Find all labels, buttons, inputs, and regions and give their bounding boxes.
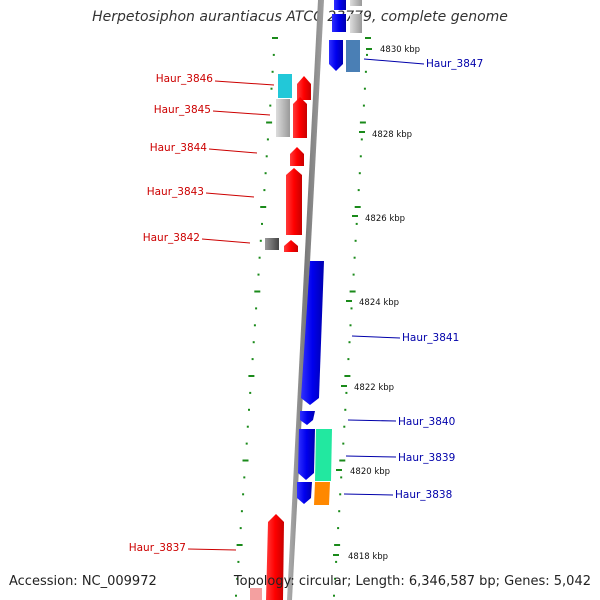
kbp-label-4824: 4824 kbp: [359, 298, 399, 308]
label-haur-3843: Haur_3843: [147, 186, 204, 198]
cds-forward-top-2: [332, 14, 346, 32]
leader-haur-3844: [208, 148, 258, 154]
cds-haur-3840: [300, 411, 315, 425]
label-haur-3844: Haur_3844: [150, 142, 208, 154]
tick-ring-inner: [333, 37, 371, 597]
leader-haur-3845: [212, 110, 271, 116]
cds-grey-top: [350, 0, 362, 6]
cds-haur-3842: [284, 240, 298, 252]
feature-haur-3838: [314, 482, 330, 505]
kbp-label-4822: 4822 kbp: [354, 383, 394, 393]
feature-haur-3846: [278, 74, 292, 98]
leader-haur-3839: [345, 455, 397, 458]
feature-bottom-pink: [250, 588, 262, 600]
feature-haur-3842: [265, 238, 279, 250]
label-haur-3837: Haur_3837: [129, 542, 186, 554]
cds-haur-3845: [293, 97, 307, 138]
accession-text: Accession: NC_009972: [9, 574, 157, 589]
cds-haur-3839: [298, 429, 315, 480]
label-haur-3846: Haur_3846: [156, 73, 214, 85]
genome-summary-text: Topology: circular; Length: 6,346,587 bp…: [233, 574, 591, 589]
label-haur-3838: Haur_3838: [395, 489, 452, 501]
cds-haur-3838: [297, 482, 312, 504]
genome-backbone: [287, 0, 324, 600]
label-haur-3840: Haur_3840: [398, 416, 455, 428]
kbp-label-4830: 4830 kbp: [380, 45, 420, 55]
leader-haur-3840: [347, 419, 397, 422]
cds-haur-3847: [329, 40, 343, 71]
feature-haur-3845: [276, 99, 290, 137]
map-title: Herpetosiphon aurantiacus ATCC 23779, co…: [92, 9, 508, 25]
cds-grey-top-2: [350, 14, 362, 33]
kbp-label-4828: 4828 kbp: [372, 130, 412, 140]
feature-haur-3847: [346, 40, 360, 72]
kbp-label-4818: 4818 kbp: [348, 552, 388, 562]
leader-haur-3843: [205, 192, 255, 198]
cds-haur-3841: [301, 261, 324, 405]
cds-haur-3843: [286, 168, 302, 235]
cds-haur-3846: [297, 76, 311, 100]
tick-ring-outer: [235, 37, 278, 597]
label-haur-3841: Haur_3841: [402, 332, 459, 344]
label-haur-3845: Haur_3845: [154, 104, 211, 116]
leader-haur-3837: [187, 548, 237, 551]
cds-haur-3837: [266, 514, 284, 600]
leader-haur-3842: [201, 238, 251, 244]
cds-haur-3844: [290, 147, 304, 166]
kbp-label-4826: 4826 kbp: [365, 214, 405, 224]
leader-haur-3838: [343, 493, 394, 496]
kbp-label-4820: 4820 kbp: [350, 467, 390, 477]
label-haur-3842: Haur_3842: [143, 232, 200, 244]
cds-forward-top: [334, 0, 346, 10]
leader-haur-3846: [214, 80, 275, 86]
label-haur-3839: Haur_3839: [398, 452, 455, 464]
feature-haur-3839: [315, 429, 332, 481]
leader-haur-3841: [351, 335, 401, 339]
label-haur-3847: Haur_3847: [426, 58, 483, 70]
leader-haur-3847: [363, 58, 425, 65]
